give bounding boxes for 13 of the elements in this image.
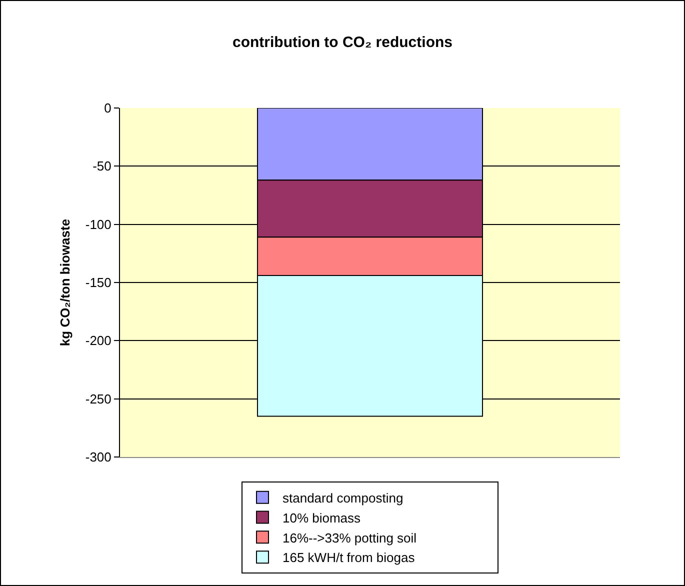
y-tick-label: 0 bbox=[104, 100, 112, 116]
legend-label: standard composting bbox=[282, 490, 404, 506]
y-tick-label: -300 bbox=[85, 450, 112, 465]
y-tick-label: -200 bbox=[85, 333, 112, 348]
y-tick-label: -50 bbox=[92, 158, 112, 174]
y-tick-label: -100 bbox=[85, 216, 112, 232]
chart-title: contribution to CO₂ reductions bbox=[232, 34, 452, 52]
legend-label: 10% biomass bbox=[282, 510, 362, 526]
y-tick-label: -150 bbox=[85, 275, 112, 290]
y-tick-label: -250 bbox=[85, 391, 112, 406]
legend-label: 165 kWH/t from biogas bbox=[282, 550, 416, 566]
y-axis-title: kg CO₂/ton biowaste bbox=[57, 218, 72, 346]
legend-label: 16%-->33% potting soil bbox=[282, 530, 417, 546]
